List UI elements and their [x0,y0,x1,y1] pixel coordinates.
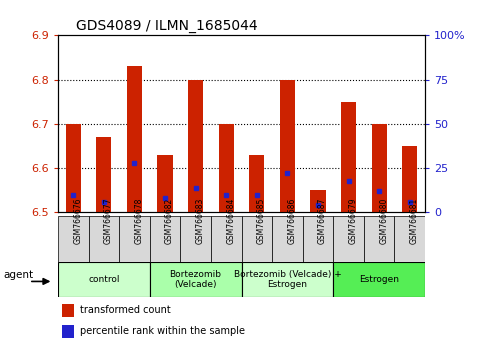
Text: GSM766679: GSM766679 [349,197,357,244]
Text: Estrogen: Estrogen [359,275,399,284]
Bar [58,262,150,297]
Text: agent: agent [3,270,33,280]
Bar [249,155,265,212]
Bar [333,262,425,297]
Bar [188,80,203,212]
Text: Bortezomib
(Velcade): Bortezomib (Velcade) [170,270,222,289]
Text: percentile rank within the sample: percentile rank within the sample [80,326,245,336]
Bar [371,124,387,212]
Text: GSM766682: GSM766682 [165,198,174,244]
Bar [219,124,234,212]
Text: transformed count: transformed count [80,305,170,315]
Text: control: control [88,275,120,284]
FancyBboxPatch shape [364,216,395,262]
Text: Bortezomib (Velcade) +
Estrogen: Bortezomib (Velcade) + Estrogen [233,270,341,289]
FancyBboxPatch shape [333,216,364,262]
Bar [150,262,242,297]
FancyBboxPatch shape [88,216,119,262]
FancyBboxPatch shape [395,216,425,262]
Text: GSM766684: GSM766684 [226,197,235,244]
Bar [62,325,74,338]
FancyBboxPatch shape [242,216,272,262]
Bar [96,137,112,212]
Text: GSM766677: GSM766677 [104,197,113,244]
FancyBboxPatch shape [211,216,242,262]
FancyBboxPatch shape [272,216,303,262]
FancyBboxPatch shape [58,216,88,262]
FancyBboxPatch shape [150,216,180,262]
FancyBboxPatch shape [303,216,333,262]
Bar [242,262,333,297]
FancyBboxPatch shape [180,216,211,262]
Bar [157,155,173,212]
FancyBboxPatch shape [119,216,150,262]
Text: GSM766687: GSM766687 [318,197,327,244]
Bar [341,102,356,212]
Text: GSM766681: GSM766681 [410,198,419,244]
Bar [127,67,142,212]
Text: GSM766683: GSM766683 [196,197,205,244]
Text: GSM766676: GSM766676 [73,197,82,244]
Bar [66,124,81,212]
Text: GSM766680: GSM766680 [379,197,388,244]
Bar [402,146,417,212]
Text: GSM766686: GSM766686 [287,197,297,244]
Text: GDS4089 / ILMN_1685044: GDS4089 / ILMN_1685044 [76,19,258,33]
Text: GSM766685: GSM766685 [257,197,266,244]
Text: GSM766678: GSM766678 [134,197,143,244]
Bar [311,190,326,212]
Bar [62,304,74,317]
Bar [280,80,295,212]
